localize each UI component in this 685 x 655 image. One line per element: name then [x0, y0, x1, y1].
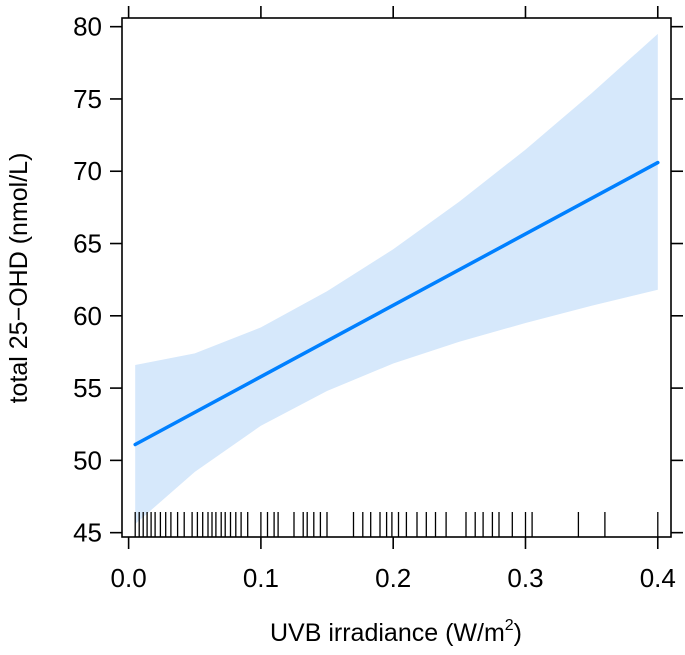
y-tick-label: 65: [73, 229, 102, 259]
x-tick-label: 0.1: [243, 563, 279, 593]
x-tick-label: 0.0: [111, 563, 147, 593]
x-tick-label: 0.4: [640, 563, 676, 593]
x-tick-label: 0.2: [375, 563, 411, 593]
y-tick-label: 70: [73, 156, 102, 186]
y-axis-title: total 25−OHD (nmol/L): [5, 153, 33, 404]
confidence-band-layer: [135, 33, 658, 525]
y-tick-label: 45: [73, 518, 102, 548]
y-tick-label: 80: [73, 12, 102, 42]
x-axis-title-suffix: ): [514, 619, 522, 647]
plot-frame: [121, 17, 672, 538]
x-axis-title-main: UVB irradiance (W/m: [270, 619, 505, 647]
y-tick-label: 55: [73, 373, 102, 403]
rug-layer: [134, 512, 659, 537]
x-axis-title: UVB irradiance (W/m2): [270, 617, 522, 647]
y-tick-label: 50: [73, 445, 102, 475]
fit-line-layer: [133, 160, 660, 447]
x-tick-label: 0.3: [507, 563, 543, 593]
fit-line: [133, 160, 660, 447]
y-tick-label: 60: [73, 301, 102, 331]
x-axis-title-superscript: 2: [505, 617, 514, 634]
y-tick-label: 75: [73, 84, 102, 114]
tick-layer: 0.0 0.1 0.2 0.3 0.4 45 50 55 60 65 70 75 80: [73, 6, 683, 593]
confidence-band: [135, 33, 658, 525]
